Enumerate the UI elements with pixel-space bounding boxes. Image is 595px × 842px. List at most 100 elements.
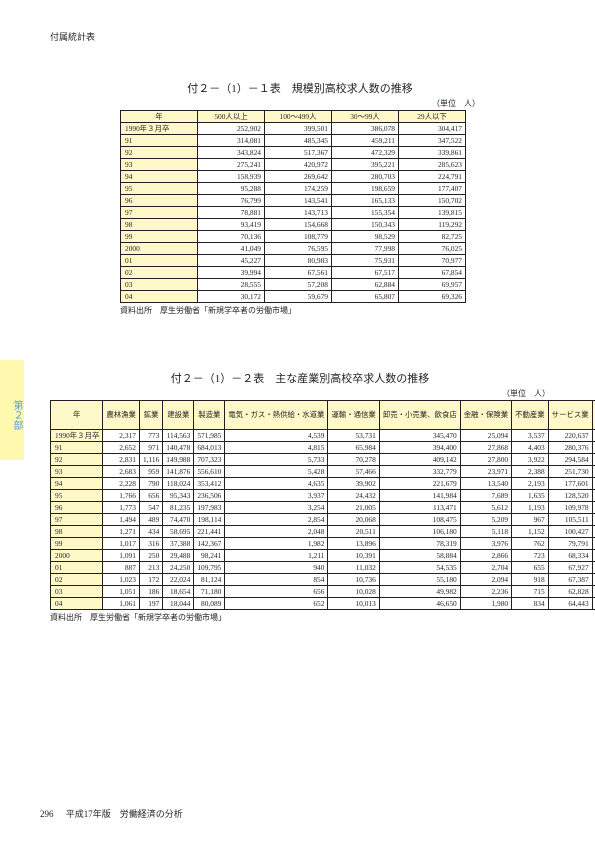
table-cell: 177,407 [399, 183, 466, 195]
table-cell: 940 [225, 562, 328, 574]
table-cell: 97 [121, 207, 198, 219]
table-cell: 280,703 [332, 171, 399, 183]
table-cell: 1,116 [139, 454, 162, 466]
table-cell: 82,725 [399, 231, 466, 243]
table-cell: 68,334 [548, 550, 592, 562]
table-cell: 1,211 [225, 550, 328, 562]
table2-block: 付２－（1）－２表 主な産業別高校卒求人数の推移 （単位 人） 年農林漁業鉱業建… [50, 370, 550, 623]
table-cell: 69,326 [399, 291, 466, 303]
table-cell: 177,601 [548, 478, 592, 490]
table-row: 0145,22780,98375,93170,977 [121, 255, 466, 267]
table-cell: 959 [139, 466, 162, 478]
table-cell: 75,931 [332, 255, 399, 267]
table-row: 932,683959141,876556,6105,42857,466332,7… [51, 466, 595, 478]
table-cell: 5,428 [225, 466, 328, 478]
col-header: 電気・ガス・熱供給・水道業 [225, 401, 328, 430]
col-header: 運輸・通信業 [328, 401, 379, 430]
table-cell: 67,854 [399, 267, 466, 279]
table-row: 20001,09125029,48898,2411,21110,39158,88… [51, 550, 595, 562]
table-cell: 96 [121, 195, 198, 207]
table-row: 91314,081485,345459,211347,522 [121, 135, 466, 147]
table-cell: 221,679 [379, 478, 460, 490]
table-cell: 109,795 [194, 562, 225, 574]
table-row: 912,652971140,478684,0134,81565,984394,4… [51, 442, 595, 454]
table-cell: 3,537 [512, 430, 549, 442]
table-cell: 1,017 [103, 538, 140, 550]
table2-title: 付２－（1）－２表 主な産業別高校卒求人数の推移 [50, 370, 550, 386]
table-row: 9676,799143,541165,133150,702 [121, 195, 466, 207]
table-row: 9778,881143,713155,354139,815 [121, 207, 466, 219]
table-cell: 316 [139, 538, 162, 550]
table-cell: 1,152 [512, 526, 549, 538]
table-cell: 517,367 [265, 147, 332, 159]
table-cell: 165,133 [332, 195, 399, 207]
table-row: 041,06119718,04480,08965210,01346,6501,9… [51, 598, 595, 610]
table-cell: 20,068 [328, 514, 379, 526]
table-cell: 684,013 [194, 442, 225, 454]
table-cell: 345,470 [379, 430, 460, 442]
table2-unit: （単位 人） [50, 388, 550, 399]
table-cell: 395,221 [332, 159, 399, 171]
table-cell: 114,563 [163, 430, 194, 442]
table-cell: 1,773 [103, 502, 140, 514]
table-row: 9595,288174,259198,659177,407 [121, 183, 466, 195]
table-cell: 656 [139, 490, 162, 502]
table-cell: 70,977 [399, 255, 466, 267]
table-cell: 49,982 [379, 586, 460, 598]
table-cell: 18,044 [163, 598, 194, 610]
table-cell: 91 [51, 442, 103, 454]
table-cell: 80,089 [194, 598, 225, 610]
table2: 年農林漁業鉱業建設業製造業電気・ガス・熱供給・水道業運輸・通信業卸売・小売業、飲… [50, 400, 595, 610]
table-cell: 95,288 [198, 183, 265, 195]
table-cell: 174,259 [265, 183, 332, 195]
table-cell: 95,343 [163, 490, 194, 502]
table-cell: 2000 [51, 550, 103, 562]
table-cell: 4,403 [512, 442, 549, 454]
table-cell: 108,779 [265, 231, 332, 243]
table-cell: 434 [139, 526, 162, 538]
table-cell: 106,180 [379, 526, 460, 538]
table-cell: 1990年３月卒 [51, 430, 103, 442]
table-cell: 394,400 [379, 442, 460, 454]
table-row: 0239,99467,56167,51767,854 [121, 267, 466, 279]
table-row: 94158,939269,642280,703224,791 [121, 171, 466, 183]
table-cell: 5,209 [460, 514, 511, 526]
table-cell: 2,048 [225, 526, 328, 538]
table-cell: 343,824 [198, 147, 265, 159]
table-cell: 918 [512, 574, 549, 586]
table-cell: 1,635 [512, 490, 549, 502]
col-header: 29人以下 [399, 111, 466, 123]
table-cell: 547 [139, 502, 162, 514]
table1: 年500人以上100～499人30～99人29人以下1990年３月卒252,90… [120, 110, 466, 303]
table-row: 031,05118618,65471,18065610,02849,9822,2… [51, 586, 595, 598]
table-cell: 556,610 [194, 466, 225, 478]
header-label: 付属統計表 [50, 30, 95, 43]
table-cell: 62,884 [332, 279, 399, 291]
col-header: 金融・保険業 [460, 401, 511, 430]
table2-source: 資料出所 厚生労働省「新規学卒者の労働市場」 [50, 612, 550, 623]
table-cell: 78,319 [379, 538, 460, 550]
table-cell: 65,807 [332, 291, 399, 303]
table-cell: 2,094 [460, 574, 511, 586]
table-cell: 140,478 [163, 442, 194, 454]
table-cell: 58,884 [379, 550, 460, 562]
table-cell: 93 [121, 159, 198, 171]
table-row: 991,01731637,388142,3671,98213,89678,319… [51, 538, 595, 550]
table-cell: 98,529 [332, 231, 399, 243]
table-row: 0328,55557,20862,88469,957 [121, 279, 466, 291]
table-cell: 10,013 [328, 598, 379, 610]
table-cell: 304,417 [399, 123, 466, 135]
table-cell: 71,180 [194, 586, 225, 598]
table-cell: 29,488 [163, 550, 194, 562]
table-cell: 27,868 [460, 442, 511, 454]
table-cell: 158,939 [198, 171, 265, 183]
table-cell: 80,983 [265, 255, 332, 267]
table-cell: 2,652 [103, 442, 140, 454]
table-cell: 2,683 [103, 466, 140, 478]
table-cell: 99 [51, 538, 103, 550]
table-row: 922,8311,116149,988707,3235,73370,278409… [51, 454, 595, 466]
col-header: サービス業 [548, 401, 592, 430]
table-cell: 67,517 [332, 267, 399, 279]
table-cell: 97 [51, 514, 103, 526]
table-cell: 150,702 [399, 195, 466, 207]
